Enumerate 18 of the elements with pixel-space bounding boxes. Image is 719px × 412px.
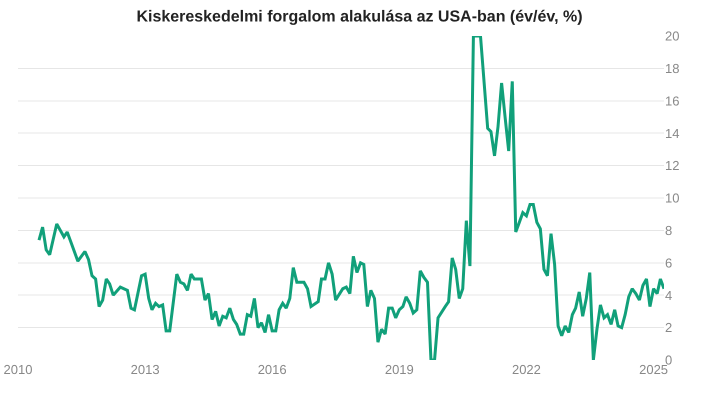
x-tick-label: 2013 xyxy=(130,362,160,377)
line-series xyxy=(38,36,664,360)
y-tick-label: 18 xyxy=(665,60,680,76)
y-tick-label: 6 xyxy=(665,255,672,270)
x-tick-label: 2010 xyxy=(4,362,32,377)
y-tick-label: 20 xyxy=(665,28,680,44)
chart-title: Kiskereskedelmi forgalom alakulása az USA-ban (év/év, %) xyxy=(136,8,583,26)
y-tick-label: 4 xyxy=(665,288,672,303)
y-tick-label: 10 xyxy=(665,190,680,206)
y-tick-label: 8 xyxy=(665,222,672,238)
y-tick-label: 16 xyxy=(665,93,680,108)
x-tick-label: 2016 xyxy=(258,362,287,377)
y-tick-label: 0 xyxy=(665,352,672,368)
y-tick-label: 2 xyxy=(665,320,672,336)
x-tick-label: 2022 xyxy=(512,362,541,377)
y-tick-label: 12 xyxy=(665,158,680,174)
y-tick-label: 14 xyxy=(665,126,680,141)
x-tick-label: 2019 xyxy=(384,362,414,377)
